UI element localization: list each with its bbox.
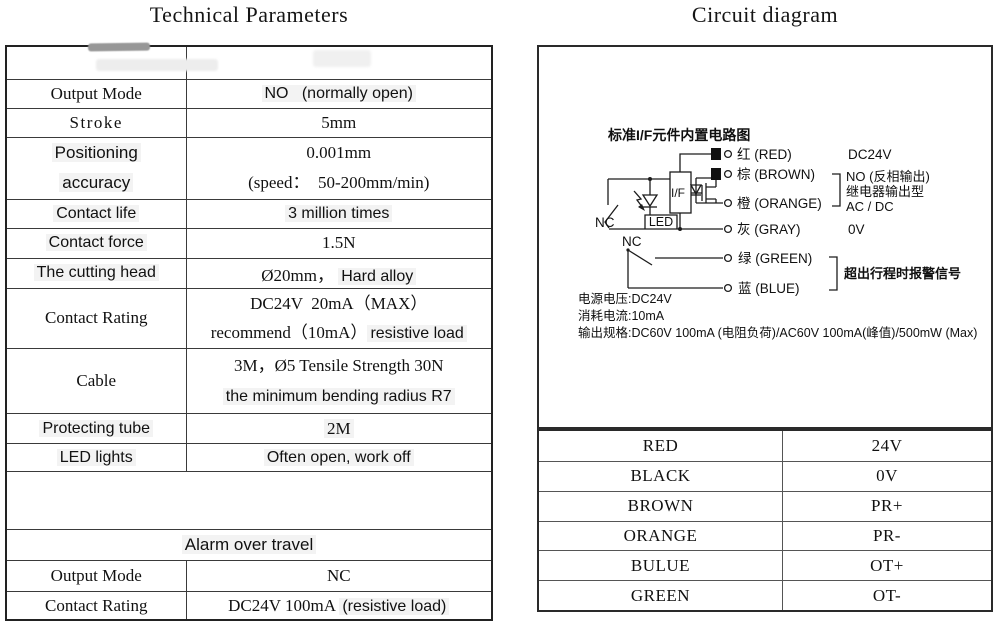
param-label: Contact life: [5, 198, 187, 229]
param-value: NO (normally open): [185, 78, 493, 109]
param-value: NC: [185, 560, 493, 593]
param-value: 5mm: [185, 107, 493, 138]
table-row-cutting-head: The cutting head Ø20mm， Hard alloy: [5, 257, 493, 289]
param-label: Contact force: [5, 227, 187, 259]
wire-signal: 24V: [871, 435, 903, 455]
wire-color-name: BULUE: [539, 550, 783, 581]
param-value: DC24V 20mA（MAX） recommend（10mA） resistive…: [185, 287, 493, 350]
table-row-alarm-output-mode: Output Mode NC: [5, 560, 493, 593]
param-label: Positioning accuracy: [5, 136, 187, 200]
wire-color-name: BLACK: [539, 460, 783, 491]
table-row-alarm-over-travel: Alarm over travel: [5, 529, 493, 562]
wire-color-name: RED: [539, 431, 783, 461]
circuit-diagram-frame: [537, 45, 993, 429]
wire-signal: OT-: [783, 580, 991, 610]
param-label: LED lights: [5, 443, 187, 473]
param-value: 0.001mm (speed： 50-200mm/min): [185, 136, 493, 200]
wire-color-name: GREEN: [539, 580, 783, 610]
param-value: 3M，Ø5 Tensile Strength 30N the minimum b…: [185, 348, 493, 415]
blank-value-cell: [185, 45, 493, 80]
table-row-stroke: Stroke 5mm: [5, 107, 493, 138]
wire-signal: PR+: [783, 490, 991, 521]
param-label: Output Mode: [5, 78, 187, 109]
table-row-led-lights: LED lights Often open, work off: [5, 443, 493, 473]
param-value: 2M: [185, 413, 493, 445]
param-value: Often open, work off: [185, 443, 493, 473]
table-row-output-mode: Output Mode NO (normally open): [5, 78, 493, 109]
param-label: Cable: [5, 348, 187, 415]
table-row-contact-rating: Contact Rating DC24V 20mA（MAX） recommend…: [5, 287, 493, 350]
wire-signal: 0V: [783, 460, 991, 491]
param-value: Ø20mm， Hard alloy: [185, 257, 493, 289]
param-value: DC24V 100mA (resistive load): [185, 591, 493, 621]
wire-signal: PR-: [783, 520, 991, 551]
table-row-blank-spacer: [5, 471, 493, 531]
param-label: Contact Rating: [5, 591, 187, 621]
param-value: 3 million times: [185, 198, 493, 229]
table-row-protecting-tube: Protecting tube 2M: [5, 413, 493, 445]
wire-signal: OT+: [783, 550, 991, 580]
table-row-blank-top: [5, 45, 493, 80]
table-row-alarm-contact-rating: Contact Rating DC24V 100mA (resistive lo…: [5, 591, 493, 621]
technical-parameters-table: Output Mode NO (normally open) Stroke 5m…: [5, 45, 493, 621]
param-label: Contact Rating: [5, 287, 187, 350]
table-row-contact-life: Contact life 3 million times: [5, 198, 493, 229]
technical-parameters-title: Technical Parameters: [149, 2, 349, 27]
blank-label-cell: [5, 45, 187, 80]
param-label: Stroke: [5, 107, 187, 138]
blank-merged-cell: [5, 471, 493, 531]
table-row-positioning-accuracy: Positioning accuracy 0.001mm (speed： 50-…: [5, 136, 493, 200]
param-label: The cutting head: [5, 257, 187, 289]
param-value: 1.5N: [185, 227, 493, 259]
circuit-diagram-title: Circuit diagram: [691, 2, 839, 27]
wire-color-name: BROWN: [539, 490, 783, 521]
wire-color-table: RED 24V BLACK 0V BROWN PR+ ORANGE PR- BU…: [537, 429, 993, 612]
table-row-contact-force: Contact force 1.5N: [5, 227, 493, 259]
param-label: Protecting tube: [5, 413, 187, 445]
wire-color-name: ORANGE: [539, 520, 783, 551]
param-label: Output Mode: [5, 560, 187, 593]
section-header: Alarm over travel: [5, 529, 493, 562]
table-row-cable: Cable 3M，Ø5 Tensile Strength 30N the min…: [5, 348, 493, 415]
